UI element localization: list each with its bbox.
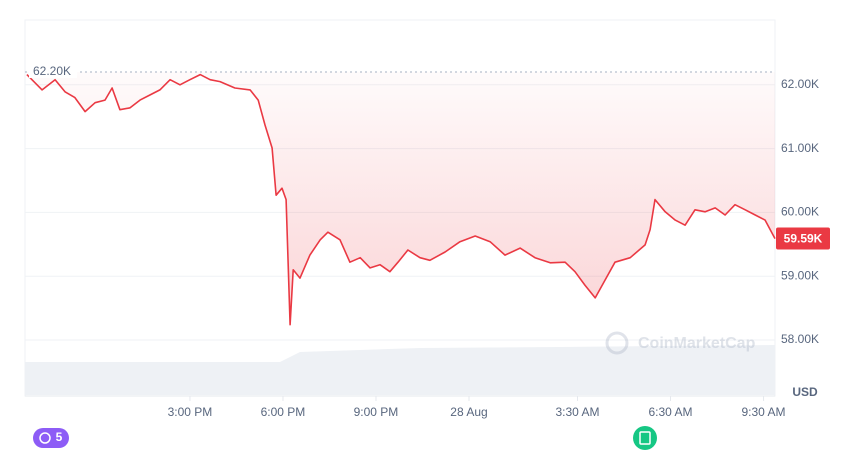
currency-label: USD xyxy=(792,385,818,399)
watermark-text: CoinMarketCap xyxy=(638,335,756,352)
y-tick-label: 60.00K xyxy=(781,205,819,219)
history-count: 5 xyxy=(56,430,63,444)
last-price-bg xyxy=(776,227,830,250)
reference-label: 62.20K xyxy=(33,64,71,78)
watermark-logo xyxy=(605,331,629,355)
history-badge[interactable]: 5 xyxy=(33,428,69,448)
y-tick-label: 58.00K xyxy=(781,332,819,346)
reference-label-bg xyxy=(29,64,77,79)
news-badge[interactable] xyxy=(633,426,657,450)
watermark: CoinMarketCap xyxy=(605,331,756,355)
price-line xyxy=(26,73,776,326)
x-tick-label: 3:00 PM xyxy=(168,405,213,419)
doc-icon xyxy=(639,431,651,445)
history-icon xyxy=(39,432,51,444)
history-pill[interactable] xyxy=(33,428,69,448)
last-price-tag: 59.59K xyxy=(776,227,830,250)
x-tick-label: 6:00 PM xyxy=(261,405,306,419)
x-tick-label: 9:00 PM xyxy=(354,405,399,419)
x-tick-label: 6:30 AM xyxy=(648,405,692,419)
x-tick-label: 3:30 AM xyxy=(555,405,599,419)
area-fill xyxy=(26,72,775,325)
y-tick-label: 59.00K xyxy=(781,268,819,282)
x-tick-label: 9:30 AM xyxy=(742,405,786,419)
y-tick-label: 61.00K xyxy=(781,141,819,155)
volume-area xyxy=(25,345,775,395)
last-price-label: 59.59K xyxy=(784,232,823,246)
y-tick-label: 62.00K xyxy=(781,77,819,91)
x-tick-label: 28 Aug xyxy=(450,405,487,419)
news-icon[interactable] xyxy=(633,426,657,450)
